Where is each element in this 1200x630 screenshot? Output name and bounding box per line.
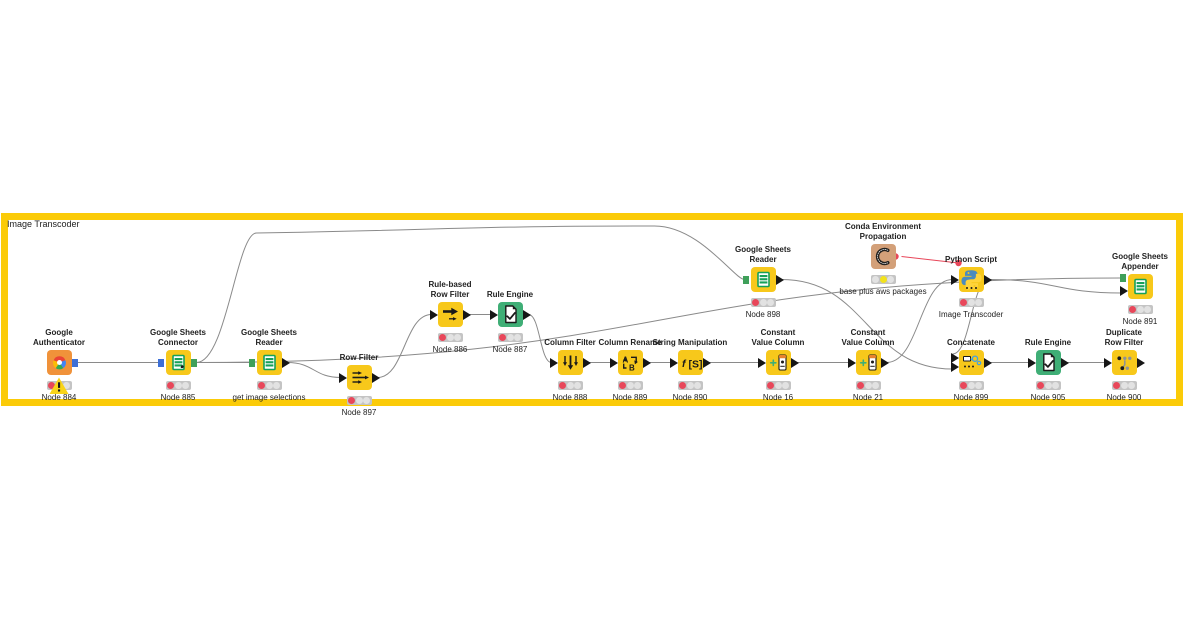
svg-text:B: B	[629, 364, 635, 373]
svg-text:[S]: [S]	[688, 359, 702, 371]
svg-text:f: f	[682, 358, 687, 370]
